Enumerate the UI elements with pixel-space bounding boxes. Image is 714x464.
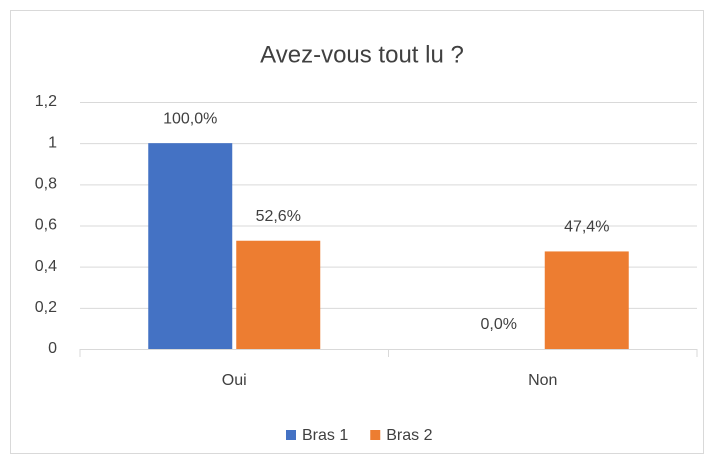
- chart-title: Avez-vous tout lu ?: [260, 41, 464, 68]
- bar: [544, 251, 629, 349]
- x-tick-label: Oui: [222, 372, 247, 389]
- y-tick-label: 0,2: [35, 299, 57, 316]
- y-tick-label: 0,6: [35, 217, 57, 234]
- value-label: 0,0%: [481, 316, 517, 333]
- legend-label: Bras 1: [302, 427, 348, 444]
- bar: [236, 240, 321, 349]
- bar: [148, 143, 233, 349]
- value-label: 100,0%: [163, 110, 217, 127]
- legend-swatch: [286, 430, 296, 440]
- value-label: 47,4%: [564, 219, 609, 236]
- legend-swatch: [370, 430, 381, 440]
- y-tick-label: 1: [48, 134, 57, 151]
- legend-label: Bras 2: [386, 427, 432, 444]
- x-tick-label: Non: [528, 372, 557, 389]
- chart-border: [10, 10, 704, 454]
- y-tick-label: 0,4: [35, 258, 57, 275]
- y-tick-label: 0: [48, 340, 57, 357]
- y-tick-label: 1,2: [35, 93, 57, 110]
- y-tick-label: 0,8: [35, 176, 57, 193]
- value-label: 52,6%: [256, 208, 301, 225]
